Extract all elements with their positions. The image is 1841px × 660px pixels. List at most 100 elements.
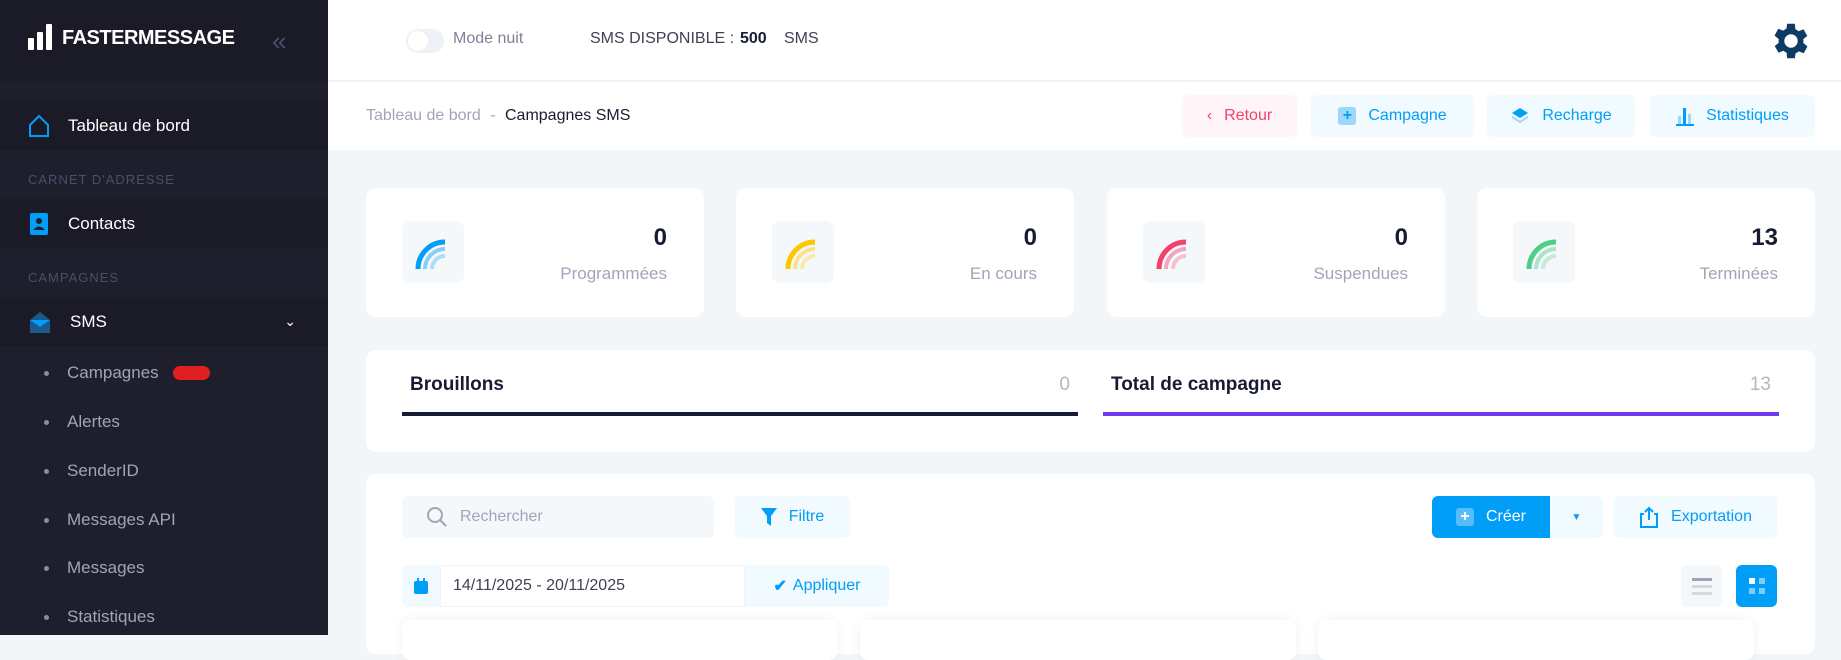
sidebar-subitem-senderid[interactable]: SenderID xyxy=(44,461,139,481)
tab-underline xyxy=(1103,412,1779,416)
tab-total-campagne[interactable]: Total de campagne 13 xyxy=(1103,374,1779,416)
recharge-label: Recharge xyxy=(1542,107,1612,124)
gear-icon[interactable] xyxy=(1768,18,1814,64)
tab-count: 0 xyxy=(1059,374,1070,395)
campaign-card[interactable] xyxy=(1318,620,1754,660)
stat-label: Suspendues xyxy=(1313,264,1408,283)
stat-value: 0 xyxy=(1023,224,1037,251)
chevron-left-icon: ‹ xyxy=(1206,107,1213,124)
campaign-card[interactable] xyxy=(860,620,1296,660)
back-button[interactable]: ‹ Retour xyxy=(1182,95,1297,137)
sidebar-subitem-label: Messages xyxy=(67,558,145,577)
logo-band xyxy=(0,0,328,81)
sms-available-count: 500 xyxy=(740,30,767,47)
subheader: Tableau de bord - Campagnes SMS ‹ Retour … xyxy=(328,82,1841,150)
recharge-button[interactable]: Recharge xyxy=(1487,95,1635,137)
breadcrumb: Tableau de bord - Campagnes SMS xyxy=(366,107,630,125)
sidebar-subitem-alertes[interactable]: Alertes xyxy=(44,412,120,432)
bullet-icon xyxy=(44,614,49,620)
address-book-icon xyxy=(30,212,48,235)
plus-square-icon: + xyxy=(1455,508,1474,526)
bullet-icon xyxy=(44,517,49,523)
envelope-open-icon xyxy=(30,311,50,333)
night-mode-label: Mode nuit xyxy=(453,30,524,47)
collapse-sidebar-icon[interactable]: « xyxy=(272,26,287,56)
statistics-label: Statistiques xyxy=(1706,107,1789,124)
create-button[interactable]: + Créer xyxy=(1432,496,1550,538)
filter-icon xyxy=(760,508,777,526)
campaign-label: Campagne xyxy=(1368,107,1447,124)
export-label: Exportation xyxy=(1671,508,1752,525)
sidebar-item-sms[interactable]: SMS ⌄ xyxy=(0,297,328,346)
bullet-icon xyxy=(44,370,49,376)
brand-logo[interactable]: FASTERMESSAGE xyxy=(28,24,235,50)
section-contacts: CARNET D'ADRESSE xyxy=(28,172,175,187)
stat-card-en-cours: 0 En cours xyxy=(736,188,1074,317)
sidebar-subitem-messages[interactable]: Messages xyxy=(44,558,144,578)
stat-label: Terminées xyxy=(1699,264,1778,283)
sidebar-subitem-label: Campagnes xyxy=(67,363,159,382)
stat-label: Programmées xyxy=(560,264,667,283)
calendar-icon[interactable] xyxy=(402,565,440,607)
home-icon xyxy=(29,114,49,137)
breadcrumb-separator: - xyxy=(490,107,496,124)
sidebar-item-dashboard[interactable]: Tableau de bord xyxy=(0,101,328,150)
sidebar-subitem-label: SenderID xyxy=(67,461,139,480)
wifi-icon xyxy=(772,221,834,283)
campaign-card[interactable] xyxy=(402,620,837,660)
plus-square-icon: + xyxy=(1338,107,1357,125)
section-campaigns: CAMPAGNES xyxy=(28,270,120,285)
tab-brouillons[interactable]: Brouillons 0 xyxy=(402,374,1078,416)
stat-card-programmees: 0 Programmées xyxy=(366,188,704,317)
stat-label: En cours xyxy=(969,264,1037,283)
brand-name: FASTERMESSAGE xyxy=(62,27,235,49)
tab-count: 13 xyxy=(1749,374,1771,395)
upload-icon xyxy=(1640,506,1659,528)
stat-value: 13 xyxy=(1751,224,1778,251)
apply-button[interactable]: ✔ Appliquer xyxy=(745,565,889,607)
list-view-button[interactable] xyxy=(1681,565,1722,607)
bullet-icon xyxy=(44,419,49,425)
wifi-icon xyxy=(402,221,464,283)
notification-badge xyxy=(172,366,210,380)
export-button[interactable]: Exportation xyxy=(1614,496,1777,538)
bullet-icon xyxy=(44,468,49,474)
logo-bars-icon xyxy=(28,24,52,50)
check-icon: ✔ xyxy=(773,578,787,595)
sidebar-subitem-campagnes[interactable]: Campagnes xyxy=(44,363,210,383)
tab-underline xyxy=(402,412,1078,416)
sms-available-label: SMS DISPONIBLE : xyxy=(590,30,735,47)
breadcrumb-parent[interactable]: Tableau de bord xyxy=(366,107,481,124)
layers-icon xyxy=(1511,108,1529,124)
sidebar-subitem-label: Alertes xyxy=(67,412,120,431)
caret-down-icon: ▼ xyxy=(1571,511,1582,523)
search-icon xyxy=(427,507,447,527)
sms-unit: SMS xyxy=(784,30,819,47)
new-campaign-button[interactable]: + Campagne xyxy=(1311,95,1474,137)
tabs-card: Brouillons 0 Total de campagne 13 xyxy=(366,350,1815,452)
tab-label: Total de campagne xyxy=(1111,374,1282,395)
sidebar: FASTERMESSAGE « Tableau de bord CARNET D… xyxy=(0,0,328,635)
stat-card-terminees: 13 Terminées xyxy=(1477,188,1815,317)
create-dropdown-toggle[interactable]: ▼ xyxy=(1550,496,1603,538)
stat-card-suspendues: 0 Suspendues xyxy=(1107,188,1445,317)
date-range-input[interactable]: 14/11/2025 - 20/11/2025 xyxy=(440,565,745,607)
sidebar-subitem-label: Statistiques xyxy=(67,607,155,626)
filter-button[interactable]: Filtre xyxy=(735,496,850,538)
statistics-button[interactable]: Statistiques xyxy=(1650,95,1815,137)
sidebar-subitem-statistiques[interactable]: Statistiques xyxy=(44,607,155,627)
create-label: Créer xyxy=(1485,508,1526,525)
search-input[interactable]: Rechercher xyxy=(402,496,714,538)
sidebar-item-label: Tableau de bord xyxy=(68,115,190,135)
filter-label: Filtre xyxy=(788,508,825,525)
breadcrumb-current: Campagnes SMS xyxy=(505,107,631,124)
sidebar-item-contacts[interactable]: Contacts xyxy=(0,199,328,248)
sidebar-item-label: SMS xyxy=(70,311,107,331)
sidebar-subitem-messages-api[interactable]: Messages API xyxy=(44,510,176,530)
night-mode-toggle[interactable] xyxy=(406,29,444,53)
campaign-list-card: Rechercher Filtre + Créer ▼ Exportation 1… xyxy=(366,474,1815,660)
search-placeholder: Rechercher xyxy=(460,508,543,525)
stat-value: 0 xyxy=(653,224,667,251)
bullet-icon xyxy=(44,565,49,571)
grid-view-button[interactable] xyxy=(1736,565,1777,607)
